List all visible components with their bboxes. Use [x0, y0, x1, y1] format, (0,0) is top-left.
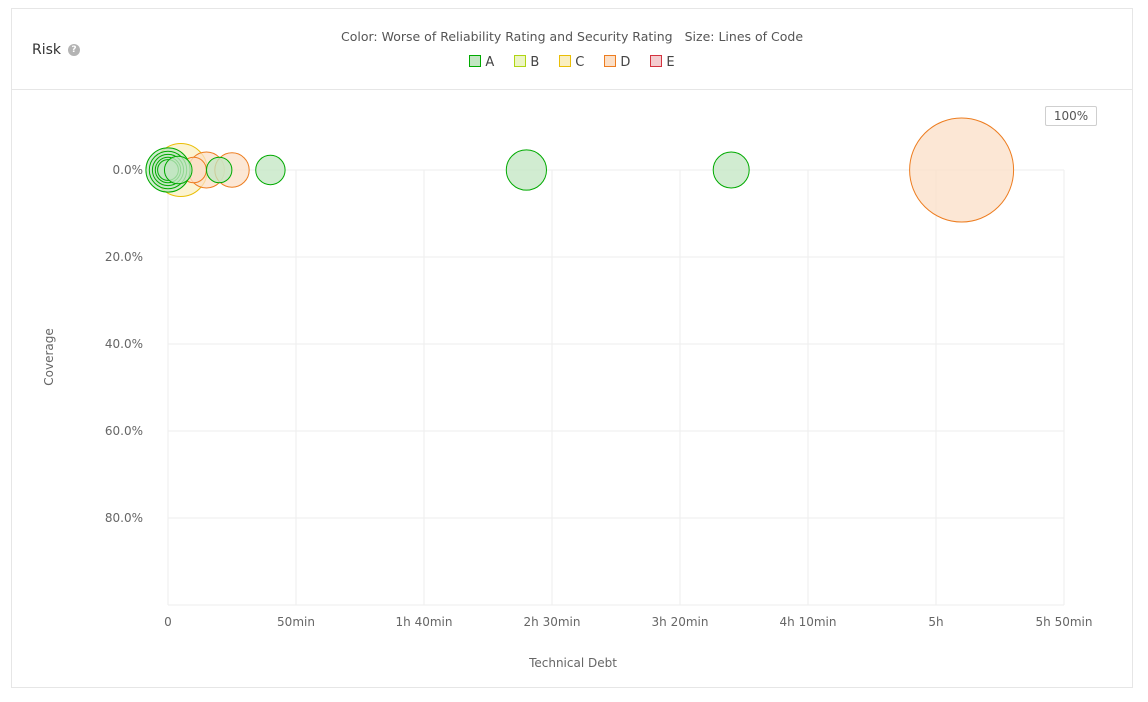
legend-label: E: [666, 55, 675, 70]
legend-label: C: [575, 55, 585, 70]
legend-label: B: [530, 55, 540, 70]
legend-swatch: [469, 55, 482, 67]
bubble-point: [712, 151, 750, 189]
y-tick-label: 20.0%: [105, 250, 143, 264]
x-tick-label: 1h 40min: [396, 615, 453, 629]
legend-caption: Color: Worse of Reliability Rating and S…: [12, 29, 1132, 44]
bubble-point: [909, 117, 1015, 223]
legend-item-e[interactable]: E: [650, 55, 675, 70]
widget-title: Risk: [32, 42, 62, 58]
legend-item-a[interactable]: A: [469, 55, 494, 70]
bubble-point: [163, 155, 193, 185]
legend-item-c[interactable]: C: [559, 55, 584, 70]
x-tick-label: 4h 10min: [780, 615, 837, 629]
x-axis-label: Technical Debt: [528, 656, 617, 670]
color-caption: Color: Worse of Reliability Rating and S…: [340, 29, 673, 44]
x-tick-label: 0: [164, 615, 172, 629]
x-tick-label: 2h 30min: [524, 615, 581, 629]
y-axis-label: Coverage: [42, 328, 56, 386]
legend-item-b[interactable]: B: [514, 55, 539, 70]
widget-header: Risk ? Color: Worse of Reliability Ratin…: [12, 9, 1132, 90]
y-tick-label: 80.0%: [105, 511, 143, 525]
x-tick-label: 5h: [928, 615, 943, 629]
zoom-reset-button[interactable]: 100%: [1045, 106, 1097, 126]
x-tick-label: 3h 20min: [652, 615, 709, 629]
legend-label: A: [485, 55, 495, 70]
legend-swatch: [604, 55, 617, 67]
legend-swatch: [514, 55, 527, 67]
legend-swatch: [559, 55, 572, 67]
y-tick-label: 0.0%: [113, 163, 144, 177]
legend-label: D: [620, 55, 631, 70]
bubble-point: [255, 154, 286, 186]
legend: A B C D E: [12, 55, 1132, 70]
x-tick-label: 5h 50min: [1036, 615, 1093, 629]
legend-item-d[interactable]: D: [604, 55, 630, 70]
legend-swatch: [650, 55, 663, 67]
size-caption: Size: Lines of Code: [684, 29, 804, 44]
bubble-point: [206, 156, 233, 184]
x-tick-label: 50min: [277, 615, 315, 629]
y-tick-label: 40.0%: [105, 337, 143, 351]
question-circle-icon[interactable]: ?: [68, 44, 80, 56]
y-tick-label: 60.0%: [105, 424, 143, 438]
bubble-point: [505, 149, 548, 191]
